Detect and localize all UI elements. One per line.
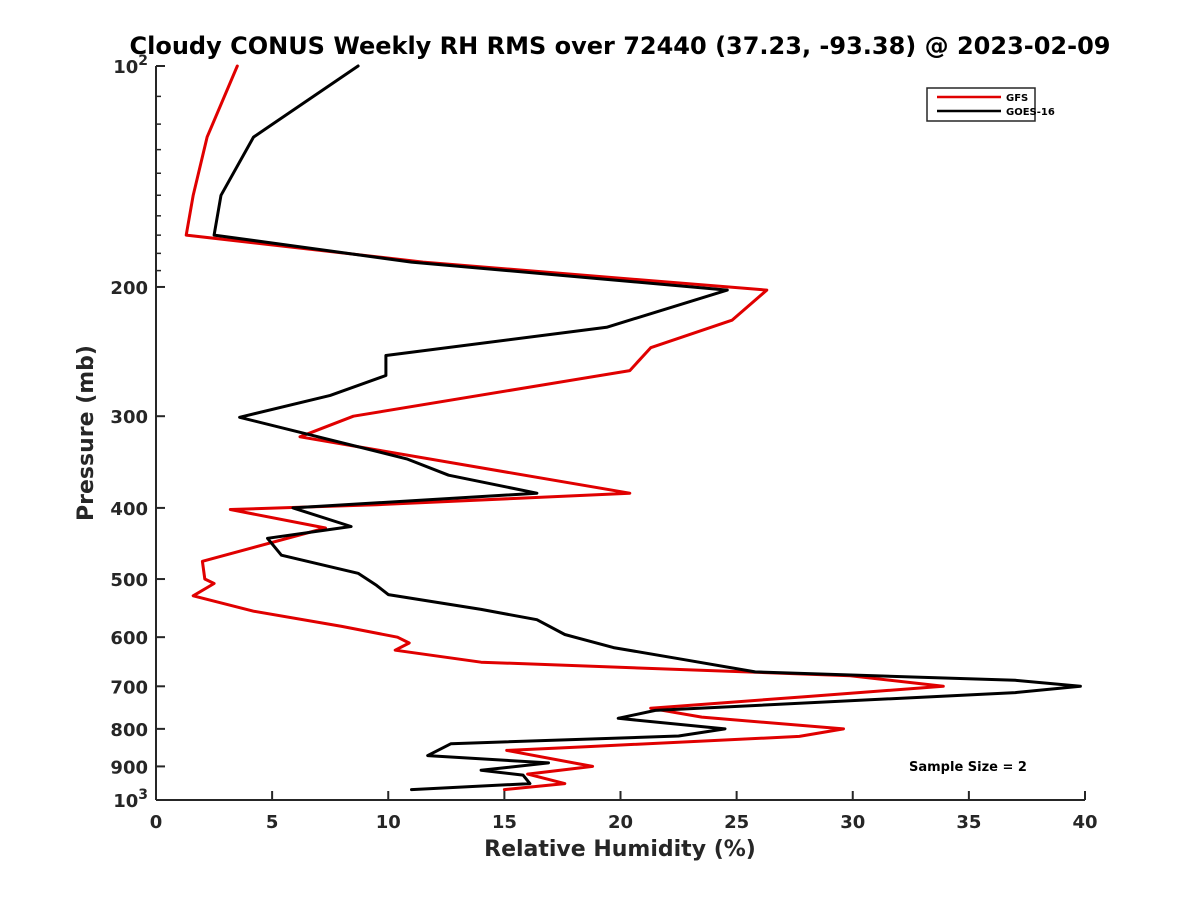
x-tick-label: 35: [956, 812, 981, 833]
y-tick-label: 900: [110, 757, 148, 778]
series-line-goes-16: [212, 64, 1082, 792]
y-tick-label: 200: [110, 278, 148, 299]
series-line-gfs: [184, 64, 945, 792]
y-tick-label: 103: [113, 787, 148, 812]
x-tick-label: 10: [376, 812, 401, 833]
legend: GFS GOES-16: [926, 87, 1055, 122]
legend-box: [926, 87, 1036, 122]
y-tick-label: 102: [113, 53, 148, 78]
x-axis-label: Relative Humidity (%): [484, 837, 756, 862]
x-tick-label: 15: [492, 812, 517, 833]
axes-layer: 0 5 10 15 20 25 30 35 40 102 200 300 400 500 600 700 800…: [110, 53, 1097, 833]
y-tick-label: 300: [110, 407, 148, 428]
chart-title: Cloudy CONUS Weekly RH RMS over 72440 (3…: [130, 32, 1111, 60]
series-layer: [184, 64, 1082, 792]
plot-area: [156, 66, 1085, 800]
x-tick-label: 25: [724, 812, 749, 833]
y-tick-label: 500: [110, 570, 148, 591]
x-tick-label: 5: [266, 812, 279, 833]
legend-label: GOES-16: [1006, 107, 1055, 118]
x-tick-label: 30: [840, 812, 865, 833]
y-axis-label: Pressure (mb): [74, 345, 99, 521]
y-tick-label: 800: [110, 720, 148, 741]
y-tick-label: 400: [110, 499, 148, 520]
y-tick-label: 600: [110, 628, 148, 649]
sample-size-annotation: Sample Size = 2: [909, 760, 1027, 775]
x-tick-label: 0: [150, 812, 163, 833]
x-tick-label: 20: [608, 812, 633, 833]
legend-label: GFS: [1006, 93, 1028, 104]
y-tick-label: 700: [110, 677, 148, 698]
x-tick-label: 40: [1072, 812, 1097, 833]
